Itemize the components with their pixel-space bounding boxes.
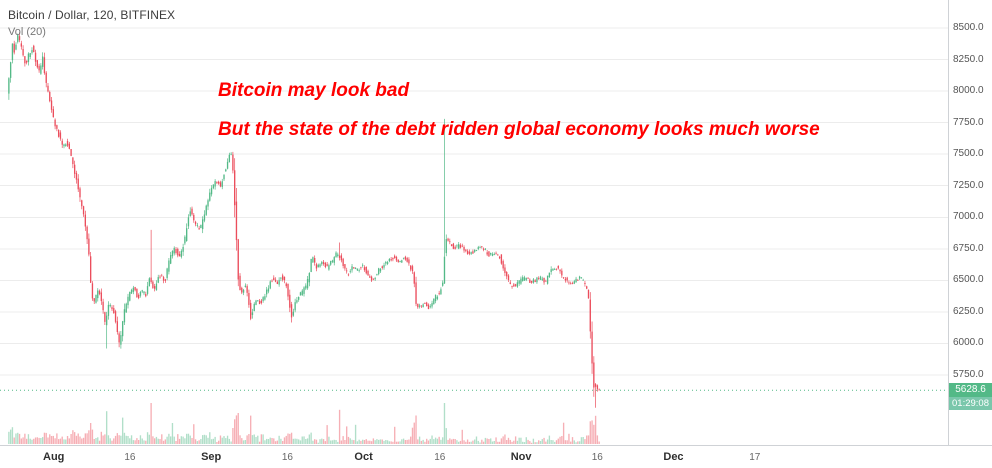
price-axis[interactable]: 8500.0 8250.0 8000.0 7750.0 7500.0 7250.0 7000… [948, 0, 992, 445]
price-tick-label: 7750.0 [953, 116, 984, 128]
time-axis[interactable]: Aug 16 Sep 16 Oct 16 Nov 16 Dec 17 [0, 445, 992, 468]
time-tick-label: 16 [591, 452, 603, 463]
price-tick-label: 6000.0 [953, 337, 984, 349]
last-price-label: 5628.6 [949, 383, 992, 397]
volume-layer [8, 403, 600, 444]
price-tick-label: 8250.0 [953, 53, 984, 65]
time-tick-label: Aug [43, 451, 65, 463]
annotation-text-2[interactable]: But the state of the debt ridden global … [218, 119, 820, 140]
annotation-text-1[interactable]: Bitcoin may look bad [218, 80, 410, 101]
price-tick-label: 7250.0 [953, 179, 984, 191]
price-tick-label: 6250.0 [953, 305, 984, 317]
candles-layer [8, 32, 600, 408]
price-tick-label: 5750.0 [953, 368, 984, 380]
price-tick-label: 8500.0 [953, 22, 984, 33]
time-tick-label: Nov [510, 451, 532, 463]
price-tick-label: 7500.0 [953, 148, 984, 160]
time-tick-label: Sep [201, 451, 222, 463]
price-chart-canvas[interactable] [0, 0, 948, 445]
chart-legend: Bitcoin / Dollar, 120, BITFINEX Vol (20) [8, 8, 175, 38]
countdown-label: 01:29:08 [949, 397, 992, 410]
volume-indicator-label: Vol (20) [8, 26, 46, 38]
grid-layer [0, 27, 948, 376]
time-tick-label: Dec [663, 451, 684, 463]
time-tick-label: 16 [124, 452, 136, 463]
time-tick-label: Oct [354, 451, 373, 463]
time-tick-label: 16 [281, 452, 293, 463]
price-tick-label: 6750.0 [953, 242, 984, 254]
price-tick-label: 8000.0 [953, 85, 984, 97]
time-tick-label: 16 [434, 452, 446, 463]
symbol-title: Bitcoin / Dollar, 120, BITFINEX [8, 8, 176, 22]
time-tick-label: 17 [749, 452, 761, 463]
price-tick-label: 6500.0 [953, 274, 984, 286]
price-tick-label: 7000.0 [953, 211, 984, 223]
